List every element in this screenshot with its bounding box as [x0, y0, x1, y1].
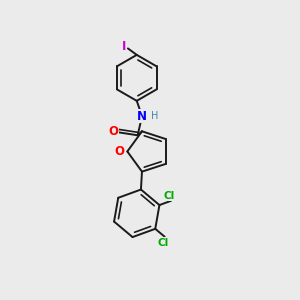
Text: Cl: Cl	[164, 190, 175, 200]
Text: H: H	[151, 110, 158, 121]
Text: O: O	[114, 145, 124, 158]
Text: O: O	[108, 125, 118, 138]
Text: Cl: Cl	[158, 238, 169, 248]
Text: I: I	[122, 40, 127, 52]
Text: N: N	[137, 110, 147, 123]
